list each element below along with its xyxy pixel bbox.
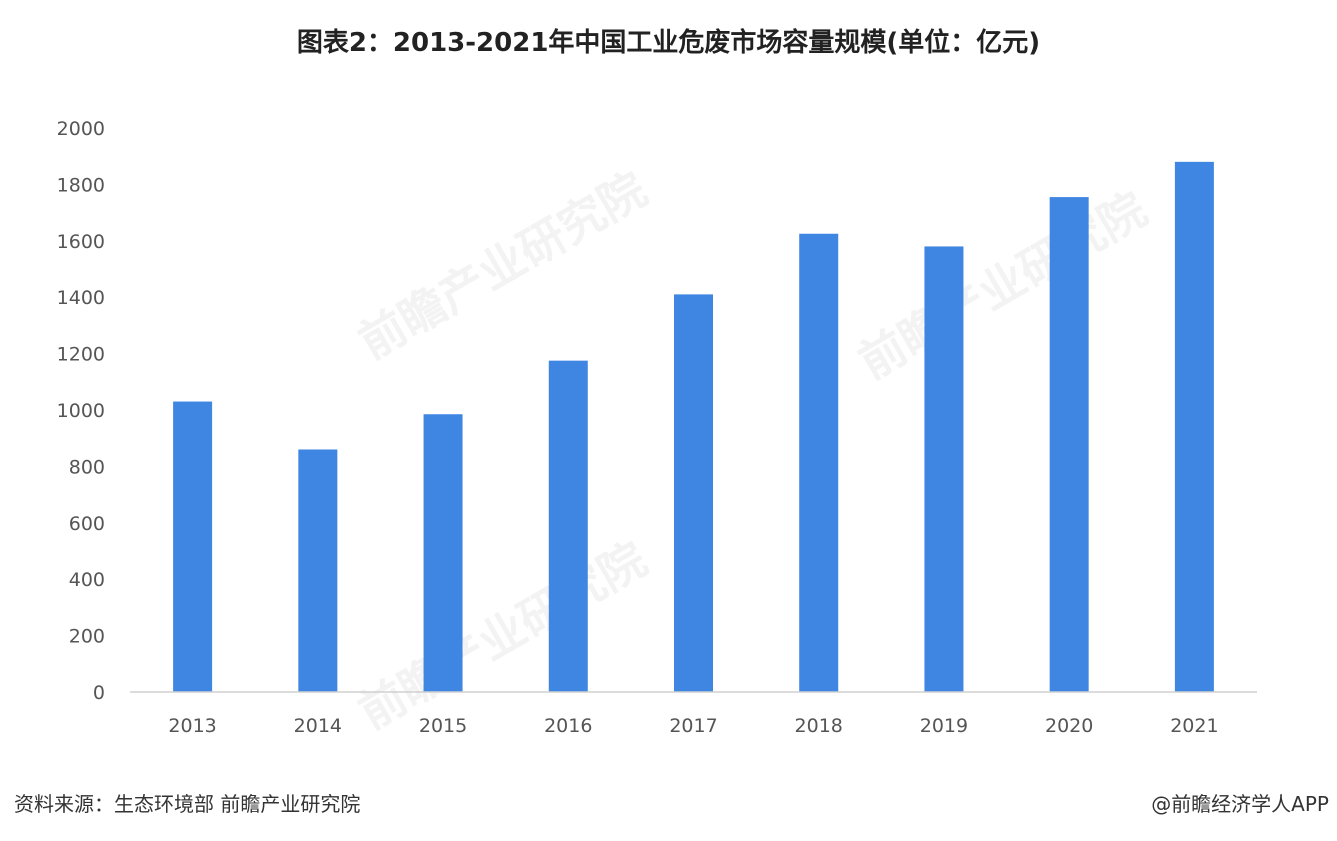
x-tick-label: 2014 <box>294 715 342 737</box>
y-tick-label: 400 <box>69 569 105 591</box>
y-tick-label: 1000 <box>57 400 105 422</box>
bar-2013 <box>173 401 213 692</box>
y-tick-label: 1400 <box>57 287 105 309</box>
y-tick-label: 200 <box>69 626 105 648</box>
x-tick-label: 2019 <box>920 715 968 737</box>
y-tick-label: 1200 <box>57 344 105 366</box>
y-tick-label: 0 <box>93 682 105 704</box>
x-tick-label: 2013 <box>168 715 216 737</box>
credit-note: @前瞻经济学人APP <box>1151 792 1329 816</box>
x-axis: 2013 2014 2015 2016 2017 2018 2019 2020 2021 <box>168 715 1218 737</box>
bar-2014 <box>298 449 338 692</box>
y-tick-label: 800 <box>69 456 105 478</box>
bar-2015 <box>423 414 463 692</box>
x-tick-label: 2017 <box>669 715 717 737</box>
y-tick-label: 1600 <box>57 231 105 253</box>
x-tick-label: 2021 <box>1170 715 1218 737</box>
bar-2019 <box>924 246 964 692</box>
source-note: 资料来源：生态环境部 前瞻产业研究院 <box>14 792 361 816</box>
chart-title: 图表2：2013-2021年中国工业危废市场容量规模(单位：亿元) <box>296 28 1041 58</box>
x-tick-label: 2015 <box>419 715 467 737</box>
bars <box>173 161 1214 693</box>
x-tick-label: 2020 <box>1045 715 1093 737</box>
x-tick-label: 2016 <box>544 715 592 737</box>
y-axis: 0 200 400 600 800 1000 1200 1400 1600 1800 2000 <box>57 118 105 704</box>
y-tick-label: 600 <box>69 513 105 535</box>
bar-2021 <box>1174 161 1214 693</box>
bar-2016 <box>548 360 588 692</box>
x-tick-label: 2018 <box>795 715 843 737</box>
bar-2018 <box>799 233 839 692</box>
bar-2017 <box>674 294 713 692</box>
y-tick-label: 2000 <box>57 118 105 140</box>
bar-2020 <box>1049 197 1089 692</box>
y-tick-label: 1800 <box>57 174 105 196</box>
